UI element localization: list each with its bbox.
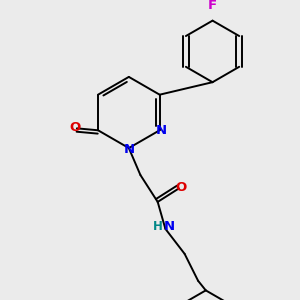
- Text: O: O: [175, 181, 186, 194]
- Text: F: F: [208, 0, 217, 12]
- Text: N: N: [164, 220, 175, 233]
- Text: N: N: [123, 142, 134, 155]
- Text: N: N: [156, 124, 167, 137]
- Text: O: O: [69, 121, 81, 134]
- Text: H: H: [153, 220, 163, 233]
